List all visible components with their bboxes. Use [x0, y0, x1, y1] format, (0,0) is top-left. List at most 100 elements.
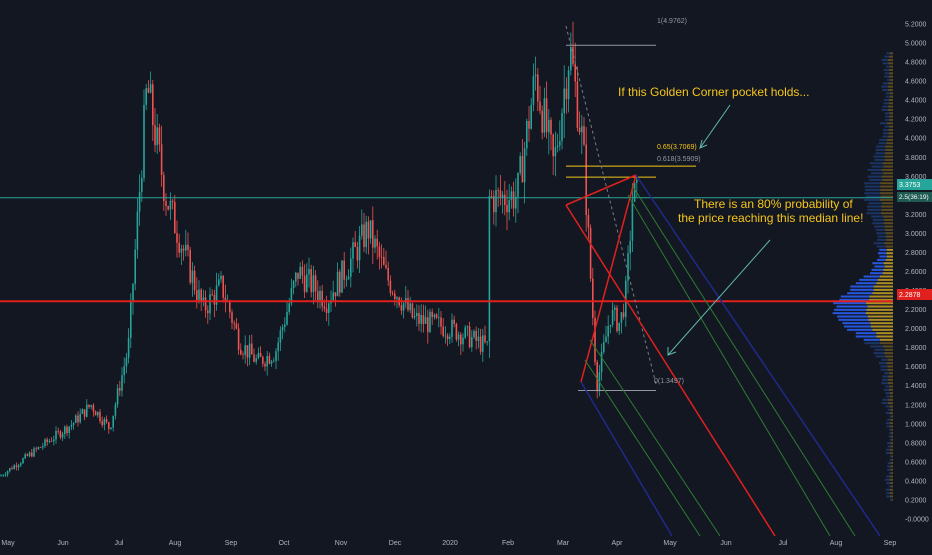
x-tick-label: Feb: [502, 540, 514, 547]
candle-body: [165, 201, 167, 207]
volume-profile-bar: [872, 328, 893, 331]
volume-profile-bar: [885, 405, 890, 408]
candle-body: [266, 356, 268, 367]
pitchfork-inner-lower-2: [584, 359, 701, 537]
volume-profile-bar: [882, 375, 889, 378]
volume-profile-bar: [890, 462, 893, 465]
volume-profile-bar: [870, 345, 883, 348]
candle-body: [616, 307, 618, 332]
volume-profile-bar: [887, 402, 893, 405]
candle-body: [303, 275, 306, 292]
volume-profile-bar: [883, 262, 893, 265]
candle-body: [299, 266, 301, 279]
volume-profile-bar: [891, 485, 893, 488]
candle-body: [242, 354, 244, 356]
candle-body: [482, 335, 484, 352]
candle-body: [473, 330, 475, 338]
y-tick-label: 0.2000: [905, 497, 927, 504]
volume-profile-bar: [880, 212, 893, 215]
volume-profile-bar: [889, 72, 893, 75]
volume-profile-bar: [888, 132, 893, 135]
volume-profile-bar: [850, 285, 874, 288]
volume-profile-bar: [890, 78, 893, 81]
volume-profile-bar: [890, 465, 893, 468]
volume-profile-bar: [889, 125, 893, 128]
candle-body: [592, 278, 594, 318]
volume-profile-bar: [883, 268, 893, 271]
volume-profile-bar: [882, 135, 889, 138]
candle-body: [530, 104, 532, 129]
candle-body: [237, 328, 240, 350]
volume-profile-bar: [864, 185, 881, 188]
volume-profile-bar: [881, 175, 893, 178]
volume-profile-bar: [847, 328, 873, 331]
volume-profile-bar: [869, 162, 883, 165]
pitchfork-inner-upper-1: [627, 194, 831, 537]
candle-body: [301, 266, 304, 276]
candle-body: [26, 454, 29, 456]
candle-body: [66, 426, 68, 434]
candle-body: [44, 439, 46, 446]
volume-profile-bar: [873, 155, 885, 158]
candle-body: [453, 319, 455, 325]
candle-body: [180, 248, 183, 253]
volume-profile-bar: [872, 222, 884, 225]
volume-profile-bar: [875, 148, 886, 151]
pitchfork-lower-line: [580, 381, 673, 537]
candle-body: [614, 307, 616, 311]
candle-body: [442, 326, 444, 336]
candle-body: [563, 88, 565, 114]
volume-profile-bar: [886, 248, 893, 251]
volume-profile-bar: [889, 448, 893, 451]
candle-body: [347, 276, 350, 280]
candle-body: [508, 200, 510, 213]
candle-body: [79, 413, 81, 423]
candle-body: [385, 264, 387, 268]
volume-profile-bar: [880, 185, 893, 188]
y-tick-label: 3.8000: [905, 155, 927, 162]
y-tick-label: 2.6000: [905, 269, 927, 276]
candle-body: [537, 74, 539, 102]
volume-profile-bar: [884, 125, 890, 128]
candle-body: [176, 233, 178, 243]
candle-body: [310, 269, 312, 293]
volume-profile-bar: [866, 212, 881, 215]
candle-body: [297, 272, 299, 279]
volume-profile-bar: [883, 68, 889, 71]
candle-body: [251, 343, 253, 355]
candle-body: [31, 452, 33, 457]
volume-profile-bar: [876, 335, 893, 338]
candle-body: [440, 317, 442, 327]
candle-body: [475, 330, 477, 341]
x-tick-label: Jun: [57, 540, 68, 547]
volume-profile-bar: [888, 398, 893, 401]
y-tick-label: -0.0000: [905, 517, 929, 524]
candle-body: [121, 375, 123, 391]
annotation-probability-line1: There is an 80% probability of: [694, 197, 853, 211]
candle-body: [143, 104, 145, 179]
candle-body: [275, 351, 277, 361]
candle-body: [35, 448, 37, 450]
candle-body: [409, 303, 411, 311]
volume-profile-bar: [874, 225, 885, 228]
candle-body: [306, 274, 308, 292]
candle-body: [213, 294, 216, 305]
volume-profile-bar: [881, 168, 893, 171]
volume-profile-bar: [885, 95, 890, 98]
candle-body: [565, 88, 568, 100]
candle-body: [136, 211, 139, 250]
candle-body: [11, 468, 13, 470]
volume-profile-bar: [880, 182, 893, 185]
volume-profile-bar: [885, 228, 893, 231]
candle-body: [70, 424, 73, 427]
volume-profile-bar: [873, 242, 885, 245]
volume-profile-bar: [889, 118, 893, 121]
volume-profile-bar: [844, 325, 871, 328]
candle-body: [581, 126, 583, 133]
volume-profile-bar: [855, 282, 877, 285]
volume-profile-bar: [889, 372, 893, 375]
volume-profile-bar: [847, 292, 873, 295]
candle-body: [550, 119, 552, 135]
candle-body: [468, 326, 471, 348]
candle-body: [125, 357, 128, 367]
